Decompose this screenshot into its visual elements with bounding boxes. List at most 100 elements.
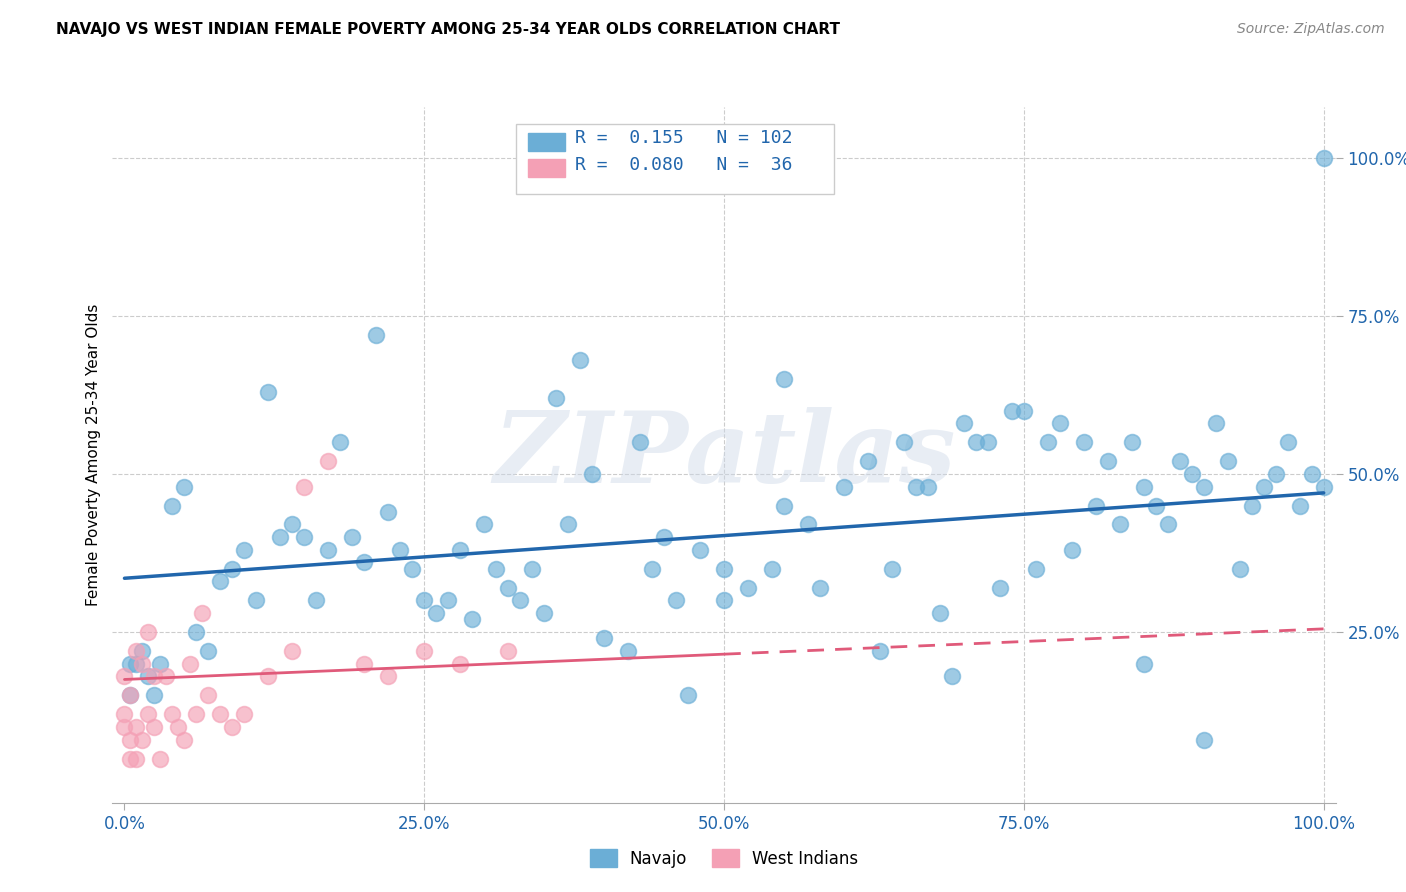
Point bbox=[1240, 499, 1263, 513]
Point bbox=[209, 707, 232, 722]
Point bbox=[988, 581, 1011, 595]
Point bbox=[318, 454, 340, 468]
Point bbox=[472, 517, 495, 532]
Point bbox=[120, 751, 142, 765]
Point bbox=[557, 517, 579, 532]
Point bbox=[120, 688, 142, 702]
Point bbox=[593, 632, 616, 646]
Point bbox=[329, 435, 352, 450]
Point bbox=[173, 732, 195, 747]
Point bbox=[1301, 467, 1323, 481]
Point bbox=[366, 327, 388, 342]
Point bbox=[449, 657, 471, 671]
Point bbox=[342, 530, 364, 544]
Point bbox=[1216, 454, 1239, 468]
Legend: Navajo, West Indians: Navajo, West Indians bbox=[583, 842, 865, 874]
Point bbox=[233, 542, 256, 557]
Point bbox=[292, 530, 315, 544]
Point bbox=[138, 625, 160, 640]
Point bbox=[1168, 454, 1191, 468]
Point bbox=[114, 707, 136, 722]
Point bbox=[197, 688, 219, 702]
Point bbox=[120, 657, 142, 671]
Point bbox=[509, 593, 531, 607]
Point bbox=[125, 720, 148, 734]
Point bbox=[269, 530, 291, 544]
Point bbox=[893, 435, 915, 450]
Point bbox=[761, 562, 783, 576]
Point bbox=[257, 669, 280, 683]
Point bbox=[401, 562, 423, 576]
Point bbox=[437, 593, 460, 607]
Point bbox=[665, 593, 688, 607]
Point bbox=[138, 707, 160, 722]
Point bbox=[797, 517, 820, 532]
Point bbox=[808, 581, 831, 595]
Point bbox=[1121, 435, 1143, 450]
Point bbox=[929, 606, 952, 620]
Point bbox=[173, 479, 195, 493]
Point bbox=[941, 669, 963, 683]
Point bbox=[197, 644, 219, 658]
Point bbox=[138, 669, 160, 683]
Point bbox=[120, 688, 142, 702]
Point bbox=[221, 562, 243, 576]
Point bbox=[1073, 435, 1095, 450]
Point bbox=[143, 720, 166, 734]
Point bbox=[1097, 454, 1119, 468]
Point bbox=[641, 562, 664, 576]
Point bbox=[1181, 467, 1204, 481]
Point bbox=[305, 593, 328, 607]
Point bbox=[131, 644, 153, 658]
Point bbox=[162, 707, 184, 722]
Text: Source: ZipAtlas.com: Source: ZipAtlas.com bbox=[1237, 22, 1385, 37]
FancyBboxPatch shape bbox=[529, 159, 565, 177]
FancyBboxPatch shape bbox=[529, 134, 565, 151]
Point bbox=[1049, 417, 1071, 431]
Point bbox=[965, 435, 987, 450]
Point bbox=[953, 417, 976, 431]
Point bbox=[1288, 499, 1310, 513]
Point bbox=[1025, 562, 1047, 576]
Text: R =  0.155   N = 102: R = 0.155 N = 102 bbox=[575, 129, 793, 147]
Point bbox=[461, 612, 484, 626]
Point bbox=[713, 562, 735, 576]
Point bbox=[569, 353, 592, 368]
Text: NAVAJO VS WEST INDIAN FEMALE POVERTY AMONG 25-34 YEAR OLDS CORRELATION CHART: NAVAJO VS WEST INDIAN FEMALE POVERTY AMO… bbox=[56, 22, 841, 37]
Point bbox=[191, 606, 214, 620]
Point bbox=[179, 657, 201, 671]
FancyBboxPatch shape bbox=[516, 124, 834, 194]
Point bbox=[353, 657, 375, 671]
Point bbox=[186, 707, 208, 722]
Point bbox=[186, 625, 208, 640]
Point bbox=[856, 454, 879, 468]
Point bbox=[125, 644, 148, 658]
Point bbox=[257, 384, 280, 399]
Point bbox=[120, 732, 142, 747]
Point bbox=[233, 707, 256, 722]
Point bbox=[1084, 499, 1107, 513]
Point bbox=[125, 751, 148, 765]
Point bbox=[1133, 657, 1156, 671]
Point bbox=[581, 467, 603, 481]
Point bbox=[869, 644, 891, 658]
Point bbox=[389, 542, 412, 557]
Point bbox=[652, 530, 675, 544]
Point bbox=[162, 499, 184, 513]
Point bbox=[413, 644, 436, 658]
Point bbox=[1060, 542, 1083, 557]
Text: ZIPatlas: ZIPatlas bbox=[494, 407, 955, 503]
Point bbox=[377, 505, 399, 519]
Point bbox=[904, 479, 927, 493]
Point bbox=[485, 562, 508, 576]
Point bbox=[143, 688, 166, 702]
Point bbox=[773, 372, 796, 386]
Point bbox=[1036, 435, 1059, 450]
Point bbox=[496, 644, 519, 658]
Point bbox=[114, 669, 136, 683]
Point bbox=[155, 669, 177, 683]
Point bbox=[318, 542, 340, 557]
Text: R =  0.080   N =  36: R = 0.080 N = 36 bbox=[575, 156, 793, 174]
Point bbox=[131, 657, 153, 671]
Point bbox=[1229, 562, 1251, 576]
